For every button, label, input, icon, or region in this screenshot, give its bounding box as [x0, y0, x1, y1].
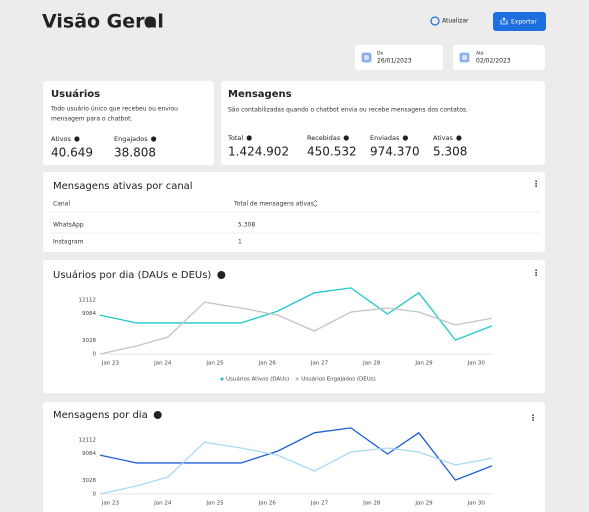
info-icon [217, 271, 226, 279]
x-tick-label: Jan 23 [101, 361, 120, 367]
x-tick-label: Jan 30 [467, 361, 486, 367]
users-card [43, 81, 214, 165]
x-tick-label: Jan 24 [153, 361, 172, 367]
metric-value: 40.649 [51, 146, 93, 160]
x-tick-label: Jan 26 [258, 501, 277, 507]
metric-value: 1.424.902 [228, 145, 289, 159]
metric-label: Ativos [51, 135, 72, 143]
menu-icon[interactable]: ⋮ [529, 414, 537, 423]
info-icon [153, 411, 162, 419]
column-header: Total de mensagens ativas [233, 201, 314, 208]
x-tick-label: Jan 27 [310, 501, 329, 507]
x-tick-label: Jan 29 [414, 361, 433, 367]
info-icon [456, 135, 462, 141]
y-tick-label: 12112 [79, 437, 97, 443]
x-tick-label: Jan 30 [467, 501, 486, 507]
metric-label: Enviadas [370, 134, 400, 142]
legend-swatch [295, 377, 299, 381]
x-tick-label: Jan 26 [258, 361, 277, 367]
series-line [99, 427, 493, 481]
card-description: mensagem para o chatbot. [51, 116, 132, 123]
x-tick-label: Jan 25 [205, 501, 224, 507]
cell: 5.308 [238, 222, 255, 229]
date-label: Até [476, 50, 484, 57]
x-tick-label: Jan 24 [153, 501, 172, 507]
date-label: De [377, 51, 383, 57]
cell: Instagram [53, 239, 84, 246]
x-tick-label: Jan 27 [310, 361, 329, 367]
refresh-button[interactable]: Atualizar [442, 18, 469, 25]
legend-swatch [220, 377, 224, 381]
export-icon [500, 17, 508, 25]
calendar-icon [361, 52, 372, 63]
series-line [99, 301, 493, 355]
info-icon [144, 16, 156, 28]
cell: WhatsApp [53, 222, 84, 229]
x-tick-label: Jan 25 [205, 361, 224, 367]
x-tick-label: Jan 23 [101, 501, 120, 507]
y-tick-label: 3028 [82, 338, 96, 344]
metric-label: Total [227, 134, 243, 142]
y-tick-label: 0 [93, 492, 97, 498]
y-tick-label: 3028 [82, 478, 96, 484]
metric-label: Recebidas [307, 134, 341, 142]
column-header: Canal [53, 201, 70, 208]
export-button[interactable] [493, 12, 546, 31]
sort-icon[interactable] [313, 200, 318, 207]
x-tick-label: Jan 29 [414, 501, 433, 507]
card-description: São contabilizadas quando o chatbot envi… [228, 107, 468, 114]
card-title: Mensagens ativas por canal [53, 181, 193, 192]
chart-title: Usuários por dia (DAUs e DEUs) [53, 269, 211, 281]
menu-icon[interactable]: ⋮ [532, 180, 540, 189]
date-value: 26/01/2023 [377, 58, 412, 65]
y-tick-label: 0 [93, 352, 97, 358]
y-tick-label: 12112 [79, 297, 97, 303]
x-tick-label: Jan 28 [362, 361, 381, 367]
calendar-glyph [362, 53, 371, 62]
chart-card [43, 402, 545, 512]
y-tick-label: 9084 [82, 311, 96, 317]
info-icon [343, 135, 349, 141]
export-label[interactable]: Exportar [511, 19, 537, 26]
chart-title: Mensagens por dia [53, 410, 148, 421]
calendar-icon [459, 52, 470, 63]
series-line [99, 287, 493, 341]
metric-value: 5.308 [433, 145, 467, 159]
metric-value: 450.532 [307, 145, 357, 159]
date-to[interactable] [453, 45, 545, 70]
messages-card [221, 81, 545, 165]
card-title: Mensagens [228, 89, 292, 100]
date-value: 02/02/2023 [476, 58, 511, 65]
date-from[interactable] [355, 45, 443, 70]
info-icon [246, 135, 252, 141]
refresh-icon[interactable] [430, 16, 440, 26]
calendar-glyph [460, 53, 469, 62]
series-line [99, 441, 493, 495]
menu-icon[interactable]: ⋮ [532, 269, 540, 278]
card-description: Todo usuário único que recebeu ou enviou [50, 106, 178, 113]
metric-value: 38.808 [114, 146, 156, 160]
info-icon [402, 135, 408, 141]
page-title: Visão Geral [42, 11, 164, 33]
info-icon [151, 136, 157, 142]
card-title: Usuários [51, 88, 100, 100]
metric-value: 974.370 [370, 145, 420, 159]
y-tick-label: 9084 [82, 451, 96, 457]
info-icon [74, 136, 80, 142]
cell: 1 [238, 239, 242, 246]
legend-label: Usuários Ativos (DAUs) [226, 376, 289, 383]
metric-label: Engajados [114, 135, 148, 143]
legend-label: Usuários Engajados (DEUs) [301, 376, 376, 383]
metric-label: Ativas [433, 134, 454, 142]
x-tick-label: Jan 28 [362, 501, 381, 507]
